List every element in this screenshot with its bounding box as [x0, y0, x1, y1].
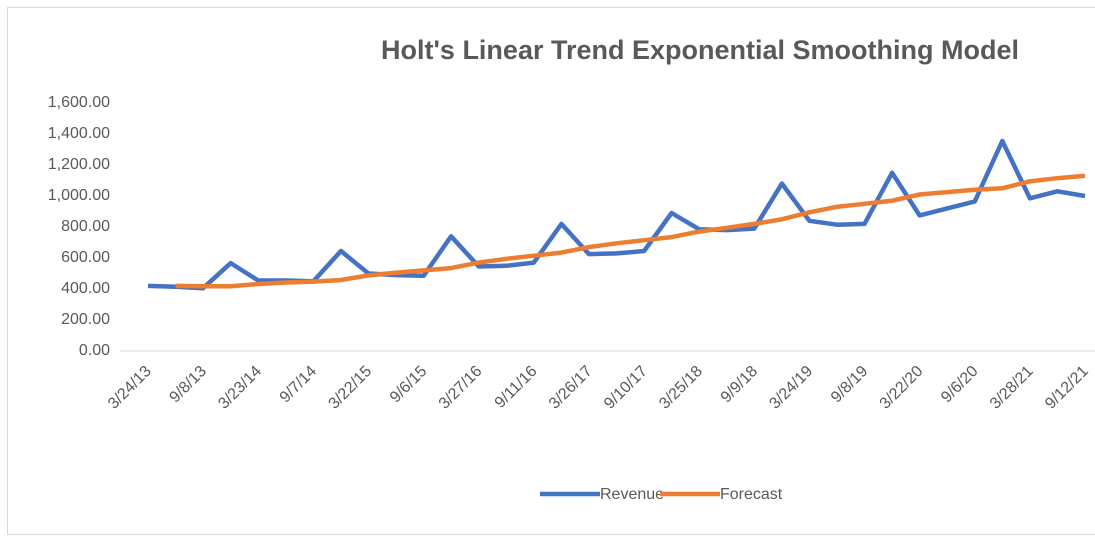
y-tick-label: 600.00 [61, 249, 110, 266]
y-tick-label: 200.00 [61, 311, 110, 328]
y-tick-label: 1,000.00 [48, 187, 110, 204]
line-series [175, 173, 1086, 289]
chart-border [7, 7, 1095, 535]
y-tick-label: 400.00 [61, 280, 110, 297]
y-tick-label: 0.00 [79, 342, 110, 359]
y-tick-label: 1,600.00 [48, 94, 110, 111]
y-tick-label: 800.00 [61, 218, 110, 235]
legend-label: Forecast [720, 486, 783, 503]
y-tick-label: 1,400.00 [48, 125, 110, 142]
chart-title: Holt's Linear Trend Exponential Smoothin… [381, 35, 1019, 65]
legend-label: Revenue [600, 486, 664, 503]
y-tick-label: 1,200.00 [48, 156, 110, 173]
